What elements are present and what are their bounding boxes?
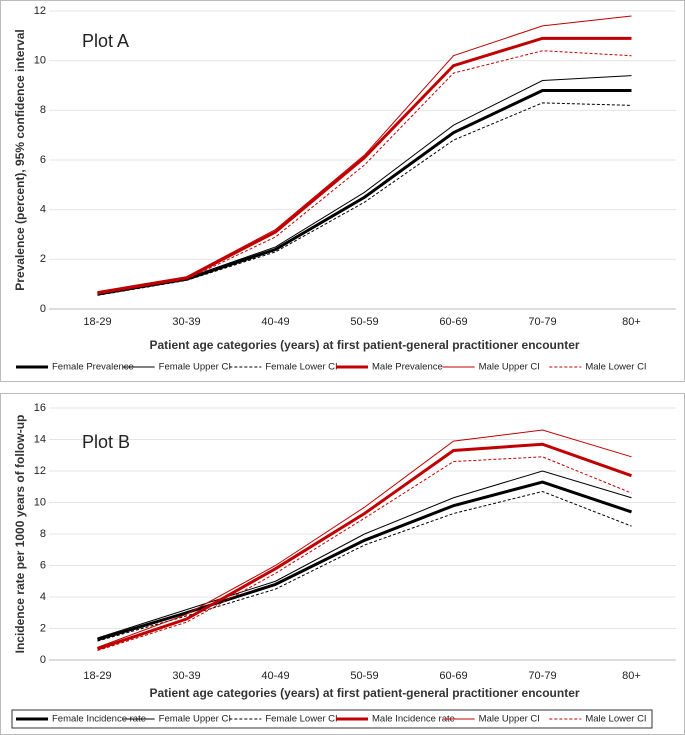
y-tick-label: 8 [40, 104, 46, 116]
y-tick-label: 10 [34, 55, 46, 67]
legend-label: Male Upper CI [479, 362, 540, 373]
y-axis-title: Incidence rate per 1000 years of follow-… [13, 415, 27, 654]
legend-label: Male Prevalence [372, 362, 443, 373]
chart-title: Plot A [82, 31, 129, 51]
x-tick-label: 30-39 [172, 316, 200, 328]
y-tick-label: 12 [34, 5, 46, 17]
x-tick-label: 18-29 [83, 316, 111, 328]
legend-label: Male Lower CI [585, 362, 646, 373]
y-tick-label: 0 [40, 654, 46, 666]
x-tick-label: 70-79 [528, 670, 556, 682]
y-axis-title: Prevalence (percent), 95% confidence int… [13, 29, 27, 290]
y-tick-label: 14 [34, 433, 46, 445]
x-tick-label: 40-49 [261, 316, 289, 328]
series-line [97, 36, 632, 295]
legend-label: Female Upper CI [159, 362, 231, 373]
series-line [97, 480, 632, 641]
legend-label: Female Lower CI [265, 714, 337, 725]
y-tick-label: 6 [40, 154, 46, 166]
y-tick-label: 2 [40, 253, 46, 265]
x-tick-label: 70-79 [528, 316, 556, 328]
y-tick-label: 0 [40, 303, 46, 315]
legend-label: Male Incidence rate [372, 714, 455, 725]
legend-label: Male Lower CI [585, 714, 646, 725]
y-tick-label: 2 [40, 622, 46, 634]
series-line [97, 490, 632, 642]
x-tick-label: 40-49 [261, 670, 289, 682]
chart-title: Plot B [82, 432, 130, 452]
legend-label: Female Incidence rate [52, 714, 146, 725]
series-line [97, 102, 632, 296]
legend-frame [11, 709, 653, 729]
series-line [97, 15, 632, 293]
y-tick-label: 16 [34, 402, 46, 414]
series-line [97, 75, 632, 294]
x-tick-label: 50-59 [350, 316, 378, 328]
legend-label: Female Lower CI [265, 362, 337, 373]
x-tick-label: 60-69 [439, 316, 467, 328]
legend-label: Female Upper CI [159, 714, 231, 725]
x-tick-label: 30-39 [172, 670, 200, 682]
x-tick-label: 60-69 [439, 670, 467, 682]
y-tick-label: 4 [40, 204, 46, 216]
x-tick-label: 50-59 [350, 670, 378, 682]
y-tick-label: 12 [34, 465, 46, 477]
x-axis-title: Patient age categories (years) at first … [149, 338, 579, 352]
x-tick-label: 18-29 [83, 670, 111, 682]
legend-label: Female Prevalence [52, 362, 134, 373]
y-tick-label: 4 [40, 591, 46, 603]
y-tick-label: 8 [40, 528, 46, 540]
series-line [97, 442, 633, 651]
y-tick-label: 10 [34, 496, 46, 508]
x-tick-label: 80+ [622, 670, 641, 682]
x-tick-label: 80+ [622, 316, 641, 328]
series-line [97, 470, 632, 639]
series-line [97, 429, 632, 648]
y-tick-label: 6 [40, 559, 46, 571]
series-line [97, 50, 632, 295]
legend-label: Male Upper CI [479, 714, 540, 725]
x-axis-title: Patient age categories (years) at first … [149, 686, 579, 700]
